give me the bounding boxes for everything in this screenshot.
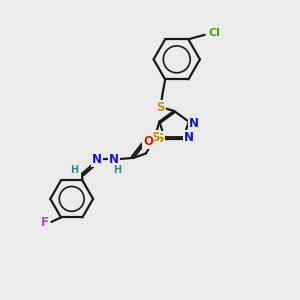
Text: N: N — [184, 131, 194, 144]
Text: N: N — [92, 153, 102, 166]
Text: H: H — [113, 165, 121, 175]
Text: S: S — [155, 132, 164, 146]
Text: S: S — [151, 130, 159, 144]
Text: H: H — [70, 165, 78, 175]
Text: O: O — [143, 135, 153, 148]
Text: N: N — [109, 153, 119, 166]
Text: F: F — [41, 216, 49, 229]
Text: N: N — [189, 117, 199, 130]
Text: Cl: Cl — [208, 28, 220, 38]
Text: S: S — [157, 100, 165, 114]
